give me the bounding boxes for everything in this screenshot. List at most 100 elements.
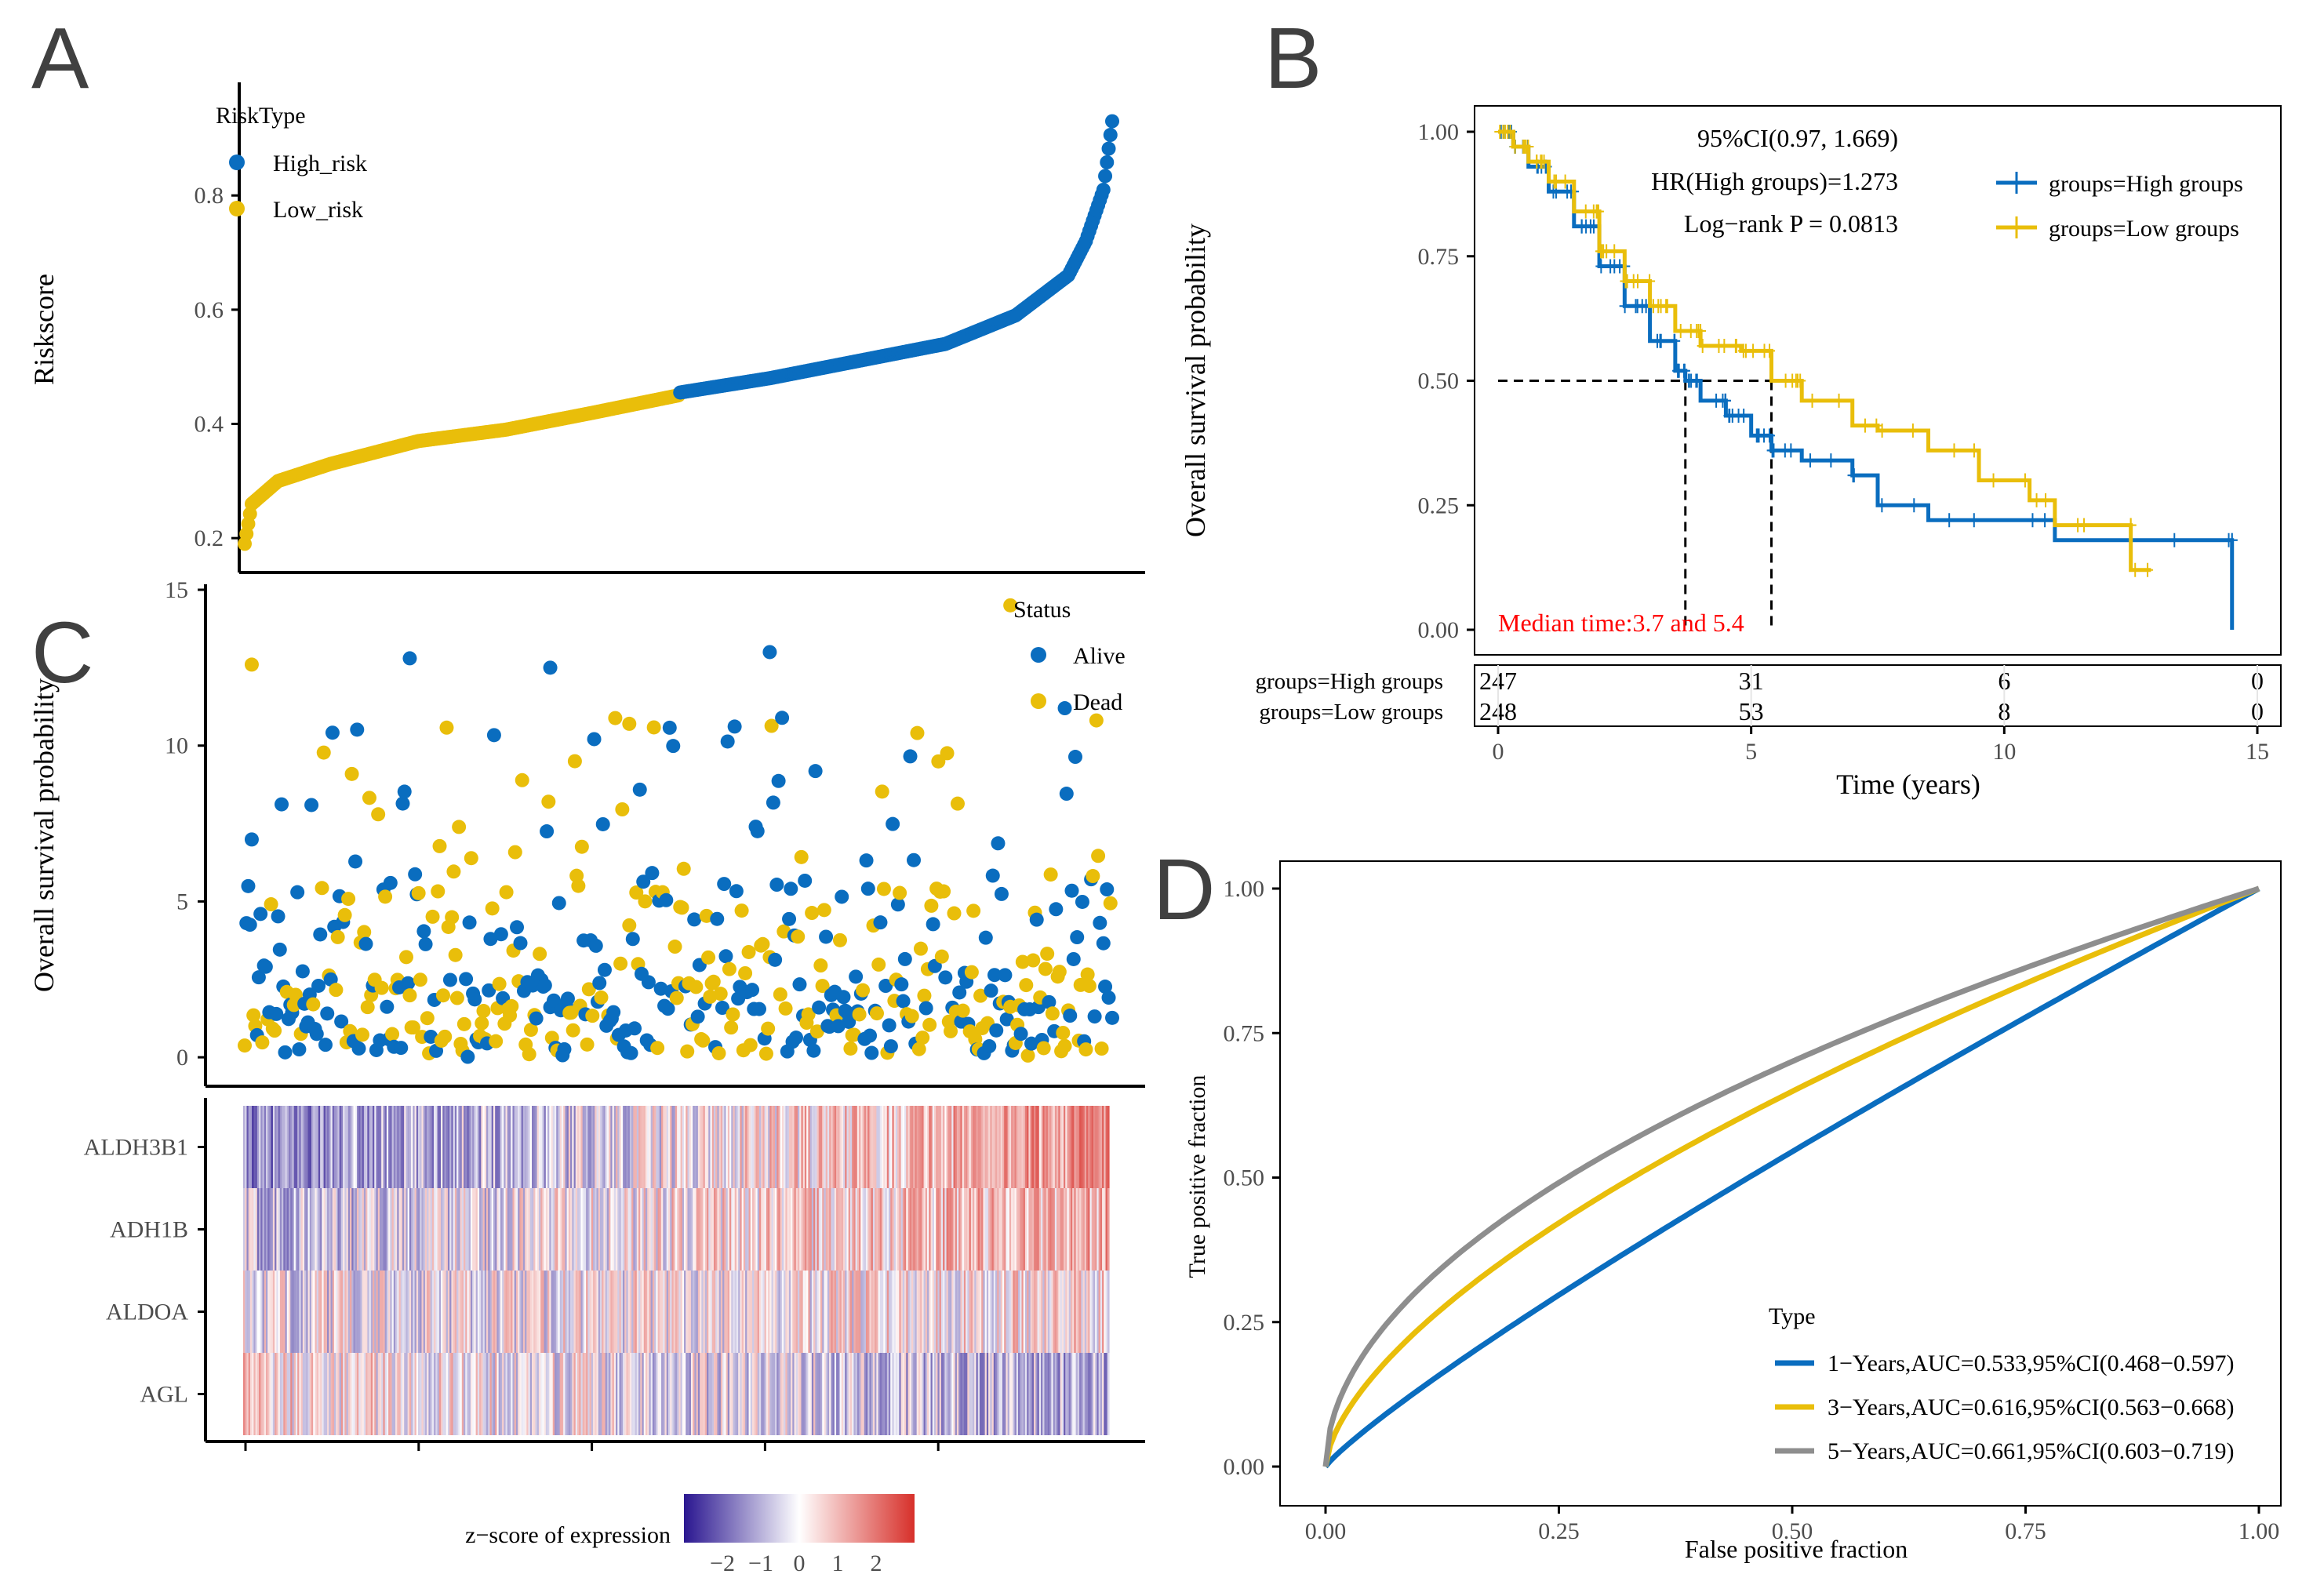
heatmap-cell: [1049, 1271, 1052, 1353]
heatmap-cell: [407, 1271, 410, 1353]
heatmap-cell: [867, 1188, 871, 1271]
time-point-dead: [615, 802, 630, 817]
heatmap-cell: [505, 1188, 508, 1271]
heatmap-cell: [650, 1271, 653, 1353]
time-point-alive: [991, 836, 1006, 851]
heatmap-cell: [430, 1353, 433, 1435]
heatmap-cell: [1024, 1353, 1027, 1435]
heatmap-cell: [511, 1353, 514, 1435]
heatmap-cell: [801, 1271, 804, 1353]
heatmap-cell: [580, 1188, 584, 1271]
censor-mark: [2226, 533, 2238, 547]
heatmap-cell: [981, 1188, 984, 1271]
heatmap-cell: [304, 1188, 307, 1271]
heatmap-cell: [420, 1188, 423, 1271]
heatmap-cell: [627, 1271, 631, 1353]
heatmap-cell: [946, 1353, 949, 1435]
time-point-alive: [624, 1045, 638, 1060]
heatmap-cell: [804, 1106, 807, 1188]
heatmap-cell: [909, 1271, 912, 1353]
heatmap-cell: [927, 1271, 929, 1353]
heatmap-cell: [675, 1353, 678, 1435]
heatmap-cell: [441, 1353, 443, 1435]
heatmap-cell: [859, 1271, 861, 1353]
heatmap-cell: [542, 1353, 545, 1435]
time-point-dead: [922, 1017, 937, 1032]
time-point-dead: [646, 720, 661, 735]
time-point-alive: [1093, 915, 1107, 930]
heatmap-cell: [292, 1106, 295, 1188]
heatmap-cell: [984, 1106, 987, 1188]
heatmap-cell: [460, 1188, 463, 1271]
heatmap-cell: [734, 1353, 737, 1435]
heatmap-cell: [416, 1188, 419, 1271]
heatmap-cell: [435, 1353, 438, 1435]
heatmap-cell: [958, 1188, 962, 1271]
time-point-alive: [323, 972, 338, 987]
heatmap-cell: [307, 1353, 311, 1435]
heatmap-cell: [900, 1353, 904, 1435]
heatmap-cell: [775, 1188, 777, 1271]
heatmap-cell: [848, 1106, 851, 1188]
heatmap-cell: [391, 1271, 395, 1353]
heatmap-cell: [902, 1188, 905, 1271]
heatmap-cell: [549, 1353, 552, 1435]
time-point-dead: [696, 1033, 711, 1048]
heatmap-cell: [752, 1188, 755, 1271]
heatmap-cell: [633, 1188, 636, 1271]
heatmap-cell: [750, 1353, 753, 1435]
heatmap-cell: [1079, 1271, 1082, 1353]
heatmap-cell: [831, 1188, 834, 1271]
heatmap-cell: [915, 1353, 918, 1435]
time-point-alive: [864, 1045, 879, 1060]
heatmap-cell: [407, 1188, 410, 1271]
heatmap-cell: [883, 1188, 886, 1271]
heatmap-cell: [456, 1353, 459, 1435]
heatmap-cell: [622, 1106, 625, 1188]
heatmap-cell: [479, 1271, 482, 1353]
time-point-alive: [835, 889, 849, 904]
time-point-alive: [1101, 991, 1116, 1005]
time-point-dead: [420, 1011, 435, 1026]
heatmap-cell: [496, 1271, 500, 1353]
heatmap-cell: [888, 1106, 891, 1188]
heatmap-cell: [1011, 1271, 1013, 1353]
panel-a-riskscore: 0.20.40.60.8 Riskscore RiskType High_ris…: [28, 82, 1145, 574]
heatmap-cell: [771, 1188, 774, 1271]
heatmap-cell: [933, 1271, 937, 1353]
heatmap-cell: [754, 1353, 757, 1435]
time-point-alive: [540, 824, 555, 839]
panel-b-xticks: 0 5 10 15: [1493, 726, 2269, 765]
heatmap-cell: [526, 1106, 529, 1188]
heatmap-cell: [511, 1106, 514, 1188]
heatmap-cell: [253, 1353, 256, 1435]
heatmap-cell: [663, 1188, 666, 1271]
time-point-alive: [690, 1009, 705, 1024]
heatmap-cell: [360, 1353, 363, 1435]
heatmap-cell: [253, 1106, 256, 1188]
heatmap-cell: [252, 1271, 254, 1353]
heatmap-cell: [871, 1106, 874, 1188]
heatmap-cell: [916, 1353, 919, 1435]
time-point-alive: [493, 927, 508, 942]
heatmap-cell: [704, 1188, 707, 1271]
heatmap-cell: [1051, 1188, 1054, 1271]
heatmap-cell: [587, 1106, 591, 1188]
time-point-dead: [778, 1001, 793, 1016]
heatmap-cell: [350, 1188, 352, 1271]
heatmap-cell: [276, 1353, 279, 1435]
heatmap-cell: [290, 1106, 293, 1188]
heatmap-cell: [285, 1188, 288, 1271]
heatmap-cell: [969, 1106, 972, 1188]
heatmap-cell: [937, 1106, 940, 1188]
heatmap-cell: [519, 1353, 522, 1435]
heatmap-cell: [329, 1353, 332, 1435]
time-point-alive: [1075, 894, 1089, 909]
heatmap-cell: [922, 1271, 925, 1353]
heatmap-cell: [743, 1353, 746, 1435]
heatmap-cell: [329, 1271, 332, 1353]
heatmap-cell: [687, 1106, 690, 1188]
heatmap-cell: [806, 1271, 809, 1353]
heatmap-cell: [414, 1271, 417, 1353]
heatmap-cell: [447, 1271, 450, 1353]
